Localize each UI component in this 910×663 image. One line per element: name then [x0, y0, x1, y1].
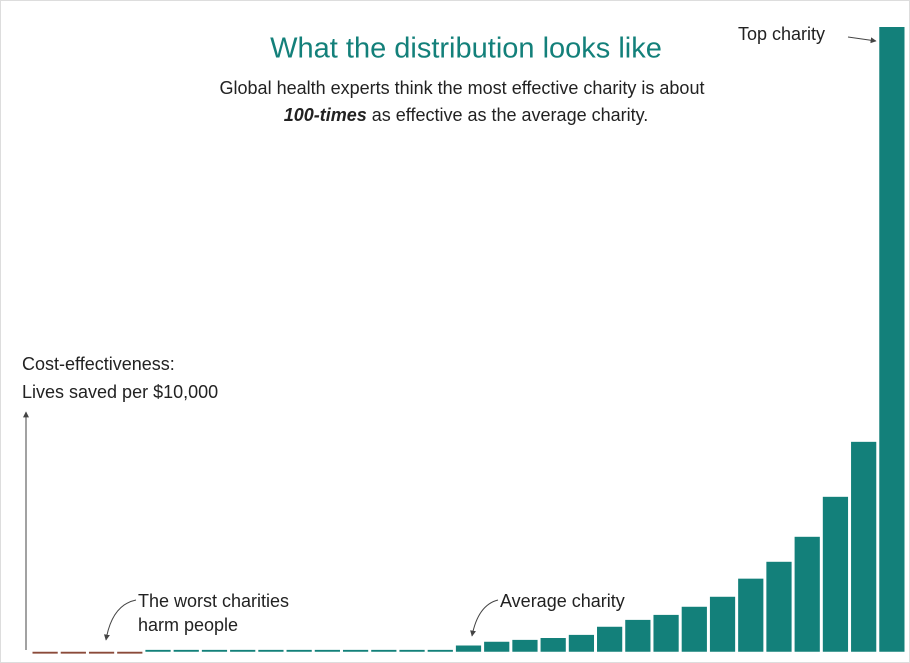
- subtitle-emphasis: 100-times: [284, 105, 367, 125]
- bar: [314, 649, 340, 652]
- bar: [88, 651, 115, 654]
- bar: [794, 536, 820, 652]
- bar: [512, 639, 538, 652]
- bar: [625, 619, 651, 652]
- annotation-arrow: [470, 599, 499, 637]
- bar: [427, 649, 453, 652]
- annotation-arrow: [103, 599, 137, 641]
- bar: [540, 638, 566, 652]
- bar: [371, 649, 397, 652]
- y-axis-label: Lives saved per $10,000: [22, 382, 218, 402]
- subtitle: 100-times as effective as the average ch…: [284, 105, 649, 125]
- bar: [738, 578, 764, 652]
- bar: [342, 649, 369, 652]
- subtitle-rest: as effective as the average charity.: [372, 105, 649, 125]
- bar: [455, 645, 482, 652]
- bar: [230, 649, 256, 652]
- bar: [32, 651, 58, 654]
- annotation: Top charity: [738, 24, 825, 44]
- bar: [117, 651, 143, 654]
- bar: [568, 634, 595, 652]
- annotation-arrow: [847, 36, 877, 44]
- bar: [879, 27, 905, 652]
- bar: [145, 649, 171, 652]
- bar: [286, 649, 312, 652]
- annotation: harm people: [138, 615, 238, 635]
- bar: [681, 606, 707, 652]
- annotation: The worst charities: [138, 591, 289, 611]
- chart-title: What the distribution looks like: [270, 33, 662, 65]
- bar: [173, 649, 199, 652]
- bar: [258, 649, 284, 652]
- bar: [709, 596, 736, 652]
- subtitle: Global health experts think the most eff…: [220, 78, 705, 98]
- bar: [597, 626, 623, 652]
- bar: [399, 649, 425, 652]
- bar: [851, 441, 877, 652]
- annotation: Average charity: [500, 591, 625, 611]
- bar: [60, 651, 86, 654]
- y-axis-label: Cost-effectiveness:: [22, 354, 175, 374]
- bar: [653, 614, 679, 652]
- bar: [484, 641, 510, 652]
- bar: [766, 561, 792, 652]
- bar: [822, 496, 849, 652]
- bar: [201, 649, 228, 652]
